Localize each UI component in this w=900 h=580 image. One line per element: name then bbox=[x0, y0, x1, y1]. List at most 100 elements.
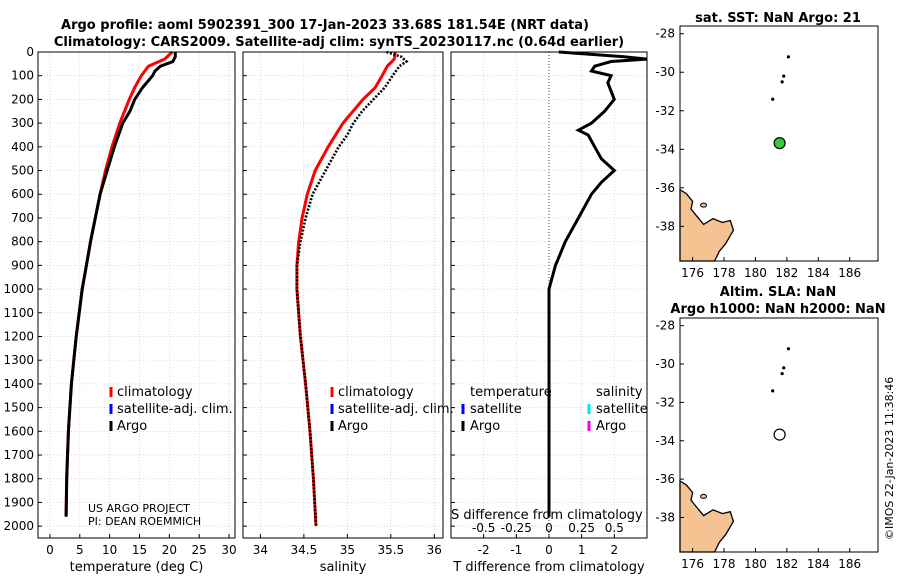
lat-tick-label: -38 bbox=[655, 510, 675, 524]
temperature-difference-axis-label: T difference from climatology bbox=[452, 560, 645, 575]
x-tick-label: 30 bbox=[221, 543, 236, 557]
track-point bbox=[780, 80, 784, 84]
axes-frame bbox=[450, 51, 648, 539]
lon-tick-label: 186 bbox=[838, 557, 861, 571]
track-point bbox=[786, 347, 791, 351]
x-tick-label: -2 bbox=[478, 543, 490, 557]
x-tick-label: 0 bbox=[545, 543, 553, 557]
salinity-diff-tick-label: -0.5 bbox=[472, 521, 495, 535]
salinity-difference-axis-label: S difference from climatology bbox=[451, 508, 643, 523]
y-tick-label: 500 bbox=[11, 164, 34, 178]
y-tick-label: 600 bbox=[11, 187, 34, 201]
lat-tick-label: -28 bbox=[655, 27, 675, 41]
x-tick-label: 2 bbox=[611, 543, 619, 557]
track-point bbox=[786, 55, 791, 59]
lat-tick-label: -30 bbox=[655, 357, 675, 371]
y-tick-label: 1500 bbox=[3, 401, 34, 415]
y-tick-label: 400 bbox=[11, 140, 34, 154]
y-tick-label: 700 bbox=[11, 211, 34, 225]
x-tick-label: 20 bbox=[162, 543, 177, 557]
lon-tick-label: 184 bbox=[807, 266, 830, 280]
y-tick-label: 1100 bbox=[3, 306, 34, 320]
legend-label: Argo bbox=[117, 419, 147, 434]
y-tick-label: 2000 bbox=[3, 519, 34, 533]
land-polygon bbox=[679, 188, 735, 262]
lon-tick-label: 182 bbox=[775, 557, 798, 571]
y-tick-label: 900 bbox=[11, 258, 34, 272]
x-tick-label: 35.5 bbox=[377, 543, 404, 557]
lat-tick-label: -36 bbox=[655, 472, 675, 486]
lat-tick-label: -32 bbox=[655, 395, 675, 409]
lon-tick-label: 178 bbox=[713, 266, 736, 280]
y-tick-label: 800 bbox=[11, 235, 34, 249]
salinity-argo-line bbox=[295, 50, 409, 527]
x-tick-label: 36 bbox=[427, 543, 442, 557]
legend-label: satellite-adj. clim. bbox=[338, 402, 454, 417]
difference-panel: -2 -1 0 1 2 -0.5 -0.25 0 0.25 0.5S difference fro… bbox=[450, 50, 648, 575]
y-tick-label: 1000 bbox=[3, 282, 34, 296]
x-tick-label: 15 bbox=[132, 543, 147, 557]
lon-tick-label: 182 bbox=[775, 266, 798, 280]
x-tick-label: 5 bbox=[76, 543, 84, 557]
legend-label: climatology bbox=[117, 385, 193, 400]
lon-tick-label: 180 bbox=[744, 266, 767, 280]
lat-tick-label: -38 bbox=[655, 219, 675, 233]
salinity-diff-tick-label: 0.25 bbox=[568, 521, 595, 535]
y-tick-label: 1900 bbox=[3, 495, 34, 509]
salinity-diff-tick-label: -0.25 bbox=[501, 521, 532, 535]
track-point bbox=[782, 74, 786, 78]
y-tick-label: 300 bbox=[11, 116, 34, 130]
float-position-marker bbox=[773, 137, 786, 150]
y-tick-label: 1600 bbox=[3, 424, 34, 438]
y-tick-label: 1300 bbox=[3, 353, 34, 367]
y-tick-label: 0 bbox=[26, 45, 34, 59]
y-tick-label: 200 bbox=[11, 92, 34, 106]
x-tick-label: 34 bbox=[253, 543, 268, 557]
lat-tick-label: -32 bbox=[655, 104, 675, 118]
x-tick-label: 34.5 bbox=[291, 543, 318, 557]
lon-tick-label: 186 bbox=[838, 266, 861, 280]
salinity-diff-tick-label: 0.5 bbox=[605, 521, 624, 535]
pi-label: PI: DEAN ROEMMICH bbox=[88, 515, 201, 528]
legend-label: Argo bbox=[338, 419, 368, 434]
map-title: Argo h1000: NaN h2000: NaN bbox=[670, 302, 885, 317]
project-label: US ARGO PROJECT bbox=[88, 502, 190, 515]
lat-tick-label: -36 bbox=[655, 181, 675, 195]
legend-label: satellite bbox=[596, 402, 648, 417]
lat-tick-label: -34 bbox=[655, 434, 675, 448]
island-shape bbox=[700, 202, 708, 208]
temperature-panel: 0 5 10 15 20 25 300100200300400500600700800900… bbox=[3, 45, 236, 575]
float-position-marker bbox=[773, 428, 786, 441]
map-title: sat. SST: NaN Argo: 21 bbox=[695, 11, 861, 26]
x-tick-label: 10 bbox=[102, 543, 117, 557]
lon-tick-label: 176 bbox=[681, 557, 704, 571]
sla-map-panel: 176 178 180 182 184 186 -28 -30 -32 -34 -36 -38 Alti… bbox=[655, 285, 885, 571]
lon-tick-label: 184 bbox=[807, 557, 830, 571]
legend-label: climatology bbox=[338, 385, 414, 400]
track-point bbox=[771, 389, 775, 393]
track-point bbox=[782, 366, 786, 370]
legend-label: Argo bbox=[470, 419, 500, 434]
lon-tick-label: 176 bbox=[681, 266, 704, 280]
temperature-axis-label: temperature (deg C) bbox=[70, 560, 204, 575]
axes-frame bbox=[679, 317, 879, 553]
timestamp-label: ©IMOS 22-Jan-2023 11:38:46 bbox=[883, 377, 896, 540]
land-polygon bbox=[679, 479, 735, 553]
y-tick-label: 1700 bbox=[3, 448, 34, 462]
salinity-climatology-line bbox=[295, 51, 397, 527]
legend-label: satellite-adj. clim. bbox=[117, 402, 233, 417]
temperature-argo-line bbox=[64, 52, 177, 517]
temperature-difference-line bbox=[547, 50, 648, 517]
salinity-panel: 34 34.5 35 35.5 36 salinity climatology satelli… bbox=[242, 50, 454, 575]
lat-tick-label: -28 bbox=[655, 319, 675, 333]
axes-frame bbox=[37, 51, 236, 539]
x-tick-label: 25 bbox=[192, 543, 207, 557]
x-tick-label: 0 bbox=[46, 543, 54, 557]
lat-tick-label: -34 bbox=[655, 142, 675, 156]
y-tick-label: 1400 bbox=[3, 377, 34, 391]
track-point bbox=[771, 97, 775, 101]
y-tick-label: 1800 bbox=[3, 472, 34, 486]
y-tick-label: 1200 bbox=[3, 329, 34, 343]
y-tick-label: 100 bbox=[11, 69, 34, 83]
